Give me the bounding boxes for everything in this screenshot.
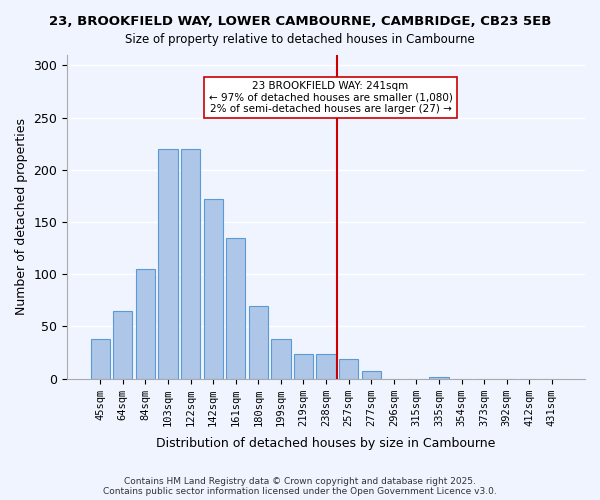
Bar — [181, 149, 200, 378]
Bar — [294, 354, 313, 378]
Bar — [339, 359, 358, 378]
Bar — [136, 269, 155, 378]
Bar — [226, 238, 245, 378]
Text: Contains public sector information licensed under the Open Government Licence v3: Contains public sector information licen… — [103, 488, 497, 496]
Bar — [91, 339, 110, 378]
Bar — [430, 376, 449, 378]
Bar — [316, 354, 335, 378]
Text: 23 BROOKFIELD WAY: 241sqm
← 97% of detached houses are smaller (1,080)
2% of sem: 23 BROOKFIELD WAY: 241sqm ← 97% of detac… — [209, 81, 452, 114]
Text: Contains HM Land Registry data © Crown copyright and database right 2025.: Contains HM Land Registry data © Crown c… — [124, 478, 476, 486]
Y-axis label: Number of detached properties: Number of detached properties — [15, 118, 28, 316]
X-axis label: Distribution of detached houses by size in Cambourne: Distribution of detached houses by size … — [157, 437, 496, 450]
Bar — [113, 311, 133, 378]
Text: 23, BROOKFIELD WAY, LOWER CAMBOURNE, CAMBRIDGE, CB23 5EB: 23, BROOKFIELD WAY, LOWER CAMBOURNE, CAM… — [49, 15, 551, 28]
Bar — [203, 199, 223, 378]
Text: Size of property relative to detached houses in Cambourne: Size of property relative to detached ho… — [125, 32, 475, 46]
Bar — [362, 372, 381, 378]
Bar — [158, 149, 178, 378]
Bar — [249, 306, 268, 378]
Bar — [271, 339, 290, 378]
